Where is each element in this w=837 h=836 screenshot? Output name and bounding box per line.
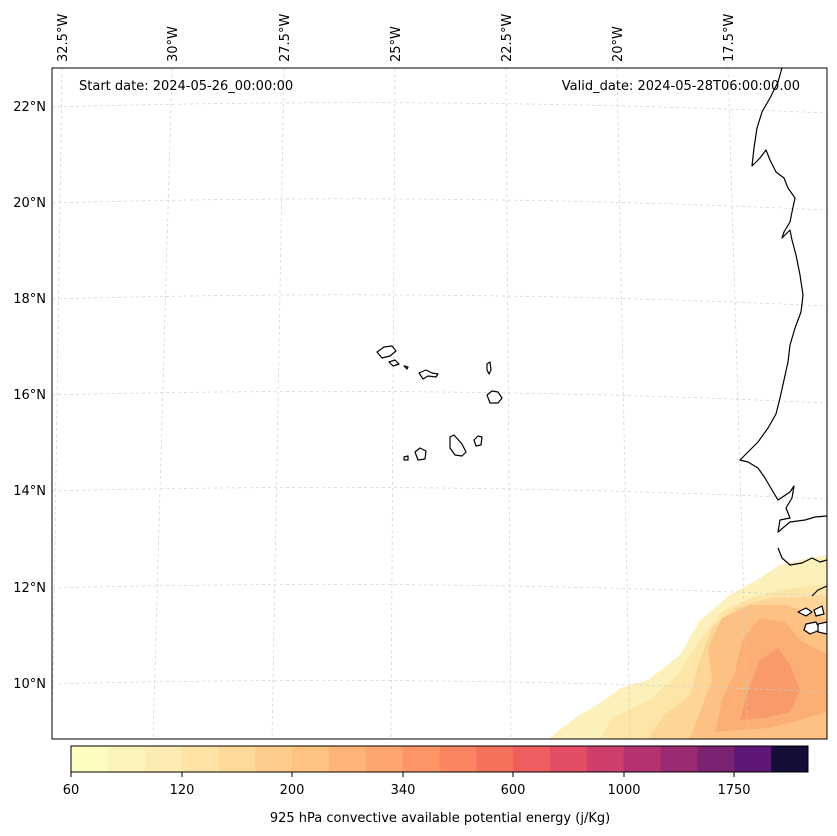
parallel-12n [52,584,827,597]
map-frame [51,67,828,740]
colorbar-tick-label-60: 60 [63,783,80,798]
colorbar-tick-label-200: 200 [280,783,305,798]
colorbar-cell-16 [660,746,698,772]
latitude-labels: 22°N 20°N 18°N 16°N 14°N 12°N 10°N [13,100,46,692]
colorbar-cell-10 [439,746,477,772]
lon-label-25w: 25°W [389,26,404,62]
colorbar-cell-15 [623,746,662,772]
parallel-16n [52,391,827,404]
meridian-27-5w [271,68,285,739]
lon-label-32-5w: 32.5°W [56,14,71,62]
lat-label-12n: 12°N [13,581,46,596]
colorbar-cell-6 [292,746,330,772]
colorbar-cell-12 [513,746,551,772]
sal-island [486,361,492,375]
colorbar-cell-19 [771,746,809,772]
bijagos-island-4 [817,621,827,635]
cape-field [548,555,827,739]
colorbar-cell-7 [328,746,367,772]
fogo-island [414,447,427,461]
parallel-20n [52,198,827,211]
colorbar-cell-14 [586,746,625,772]
colorbar-ticks [70,772,735,777]
lon-label-30w: 30°W [166,26,181,62]
lat-label-10n: 10°N [13,677,46,692]
colorbar-cell-9 [402,746,440,772]
parallel-10n [52,680,827,693]
cape-verde-islands [376,345,503,461]
colorbar-cell-8 [365,746,404,772]
colorbar-cell-18 [734,746,772,772]
lat-label-18n: 18°N [13,292,46,307]
colorbar-cell-3 [181,746,219,772]
bijagos-island-3 [803,621,821,635]
colorbar-cell-13 [550,746,588,772]
lat-label-14n: 14°N [13,484,46,499]
parallel-18n [52,294,827,307]
colorbar-cell-17 [697,746,735,772]
bijagos-island-2 [813,605,825,617]
colorbar-cell-11 [476,746,514,772]
meridian-17-5w [727,68,749,739]
colorbar-tick-label-1000: 1000 [607,783,640,798]
africa-coastline [739,68,827,533]
boa-vista-island [486,390,503,404]
start-date-label: Start date: 2024-05-26_00:00:00 [79,79,293,94]
meridian-32-5w [52,68,63,739]
lat-label-22n: 22°N [13,100,46,115]
santo-antao-island [376,345,397,359]
colorbar-cell-4 [218,746,256,772]
guinea-bissau-coastline [777,547,827,566]
cape-contour-1000 [740,648,800,720]
lon-label-27-5w: 27.5°W [278,14,293,62]
valid-date-label: Valid_date: 2024-05-28T06:00:00.00 [562,79,800,94]
colorbar-tick-label-1750: 1750 [717,783,750,798]
lat-label-20n: 20°N [13,196,46,211]
lon-label-22-5w: 22.5°W [500,14,515,62]
colorbar-frame [70,745,809,773]
colorbar-tick-label-340: 340 [391,783,416,798]
colorbar-title: 925 hPa convective available potential e… [270,811,610,826]
bijagos-island-1 [797,607,813,617]
santiago-island [449,434,467,457]
colorbar-cell-0 [71,746,109,772]
colorbar-tick-label-600: 600 [501,783,526,798]
parallel-22n [52,102,827,114]
sao-nicolau-island [418,369,439,380]
lat-label-16n: 16°N [13,388,46,403]
colorbar: 60 120 200 340 600 1000 1750 925 hPa con… [63,745,809,826]
guinea-coastline [811,585,827,597]
maio-island [473,435,483,447]
colorbar-cells [71,746,809,772]
santa-luzia-island [403,365,409,370]
sao-vicente-island [388,359,400,367]
meridian-30w [152,68,173,739]
longitude-labels: 32.5°W 30°W 27.5°W 25°W 22.5°W 20°W 17.5… [56,14,737,62]
parallel-14n [52,487,827,500]
colorbar-tick-label-120: 120 [170,783,195,798]
map-panel[interactable] [51,67,828,740]
colorbar-cell-2 [144,746,183,772]
colorbar-cell-5 [255,746,293,772]
brava-island [403,455,409,461]
lon-label-17-5w: 17.5°W [722,14,737,62]
graticule [52,68,827,739]
meridian-20w [616,68,631,739]
lon-label-20w: 20°W [611,26,626,62]
meridian-25w [390,68,396,739]
colorbar-cell-1 [107,746,146,772]
meridian-22-5w [505,68,512,739]
